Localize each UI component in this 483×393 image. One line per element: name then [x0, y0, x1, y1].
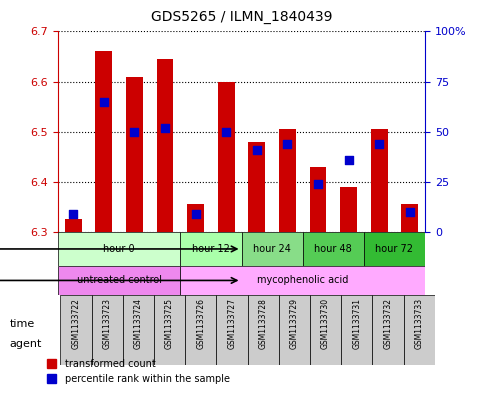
Point	[161, 125, 169, 131]
Text: hour 48: hour 48	[314, 244, 352, 254]
Text: GDS5265 / ILMN_1840439: GDS5265 / ILMN_1840439	[151, 9, 332, 24]
FancyBboxPatch shape	[58, 232, 180, 266]
Text: agent: agent	[10, 339, 42, 349]
Point	[100, 98, 108, 105]
Point	[406, 209, 413, 215]
FancyBboxPatch shape	[154, 295, 185, 365]
FancyBboxPatch shape	[180, 266, 425, 295]
Point	[130, 129, 138, 135]
Bar	[156, 59, 173, 232]
FancyBboxPatch shape	[60, 295, 92, 365]
Point	[253, 147, 261, 153]
Text: GSM1133729: GSM1133729	[290, 298, 299, 349]
Bar	[310, 167, 327, 232]
FancyBboxPatch shape	[92, 295, 123, 365]
FancyBboxPatch shape	[403, 295, 435, 365]
Text: GSM1133730: GSM1133730	[321, 298, 330, 349]
FancyBboxPatch shape	[185, 295, 216, 365]
Text: hour 72: hour 72	[375, 244, 413, 254]
Point	[375, 140, 383, 147]
FancyBboxPatch shape	[180, 232, 242, 266]
Text: untreated control: untreated control	[77, 275, 162, 285]
Text: GSM1133726: GSM1133726	[196, 298, 205, 349]
Text: GSM1133728: GSM1133728	[258, 298, 268, 349]
FancyBboxPatch shape	[216, 295, 247, 365]
Text: GSM1133722: GSM1133722	[71, 298, 81, 349]
Text: GSM1133725: GSM1133725	[165, 298, 174, 349]
Bar	[96, 51, 112, 232]
Point	[192, 211, 199, 217]
Text: GSM1133723: GSM1133723	[103, 298, 112, 349]
Point	[345, 156, 353, 163]
Text: GSM1133733: GSM1133733	[414, 298, 424, 349]
FancyBboxPatch shape	[58, 266, 180, 295]
Bar	[126, 77, 143, 232]
Bar	[65, 219, 82, 232]
FancyBboxPatch shape	[364, 232, 425, 266]
FancyBboxPatch shape	[372, 295, 403, 365]
Text: hour 0: hour 0	[103, 244, 135, 254]
Point	[314, 180, 322, 187]
FancyBboxPatch shape	[310, 295, 341, 365]
Point	[222, 129, 230, 135]
Bar	[340, 187, 357, 232]
FancyBboxPatch shape	[242, 232, 303, 266]
FancyBboxPatch shape	[341, 295, 372, 365]
Text: mycophenolic acid: mycophenolic acid	[257, 275, 348, 285]
Text: GSM1133732: GSM1133732	[384, 298, 392, 349]
FancyBboxPatch shape	[123, 295, 154, 365]
Bar	[279, 129, 296, 232]
Text: GSM1133727: GSM1133727	[227, 298, 237, 349]
Legend: transformed count, percentile rank within the sample: transformed count, percentile rank withi…	[43, 356, 234, 388]
Text: hour 12: hour 12	[192, 244, 230, 254]
Text: hour 24: hour 24	[253, 244, 291, 254]
FancyBboxPatch shape	[303, 232, 364, 266]
Text: time: time	[10, 319, 35, 329]
Text: GSM1133724: GSM1133724	[134, 298, 143, 349]
Bar	[248, 141, 265, 232]
Point	[70, 211, 77, 217]
Bar	[371, 129, 387, 232]
Bar	[401, 204, 418, 232]
FancyBboxPatch shape	[279, 295, 310, 365]
FancyBboxPatch shape	[247, 295, 279, 365]
Point	[284, 140, 291, 147]
Text: GSM1133731: GSM1133731	[352, 298, 361, 349]
Bar	[187, 204, 204, 232]
Bar	[218, 81, 235, 232]
